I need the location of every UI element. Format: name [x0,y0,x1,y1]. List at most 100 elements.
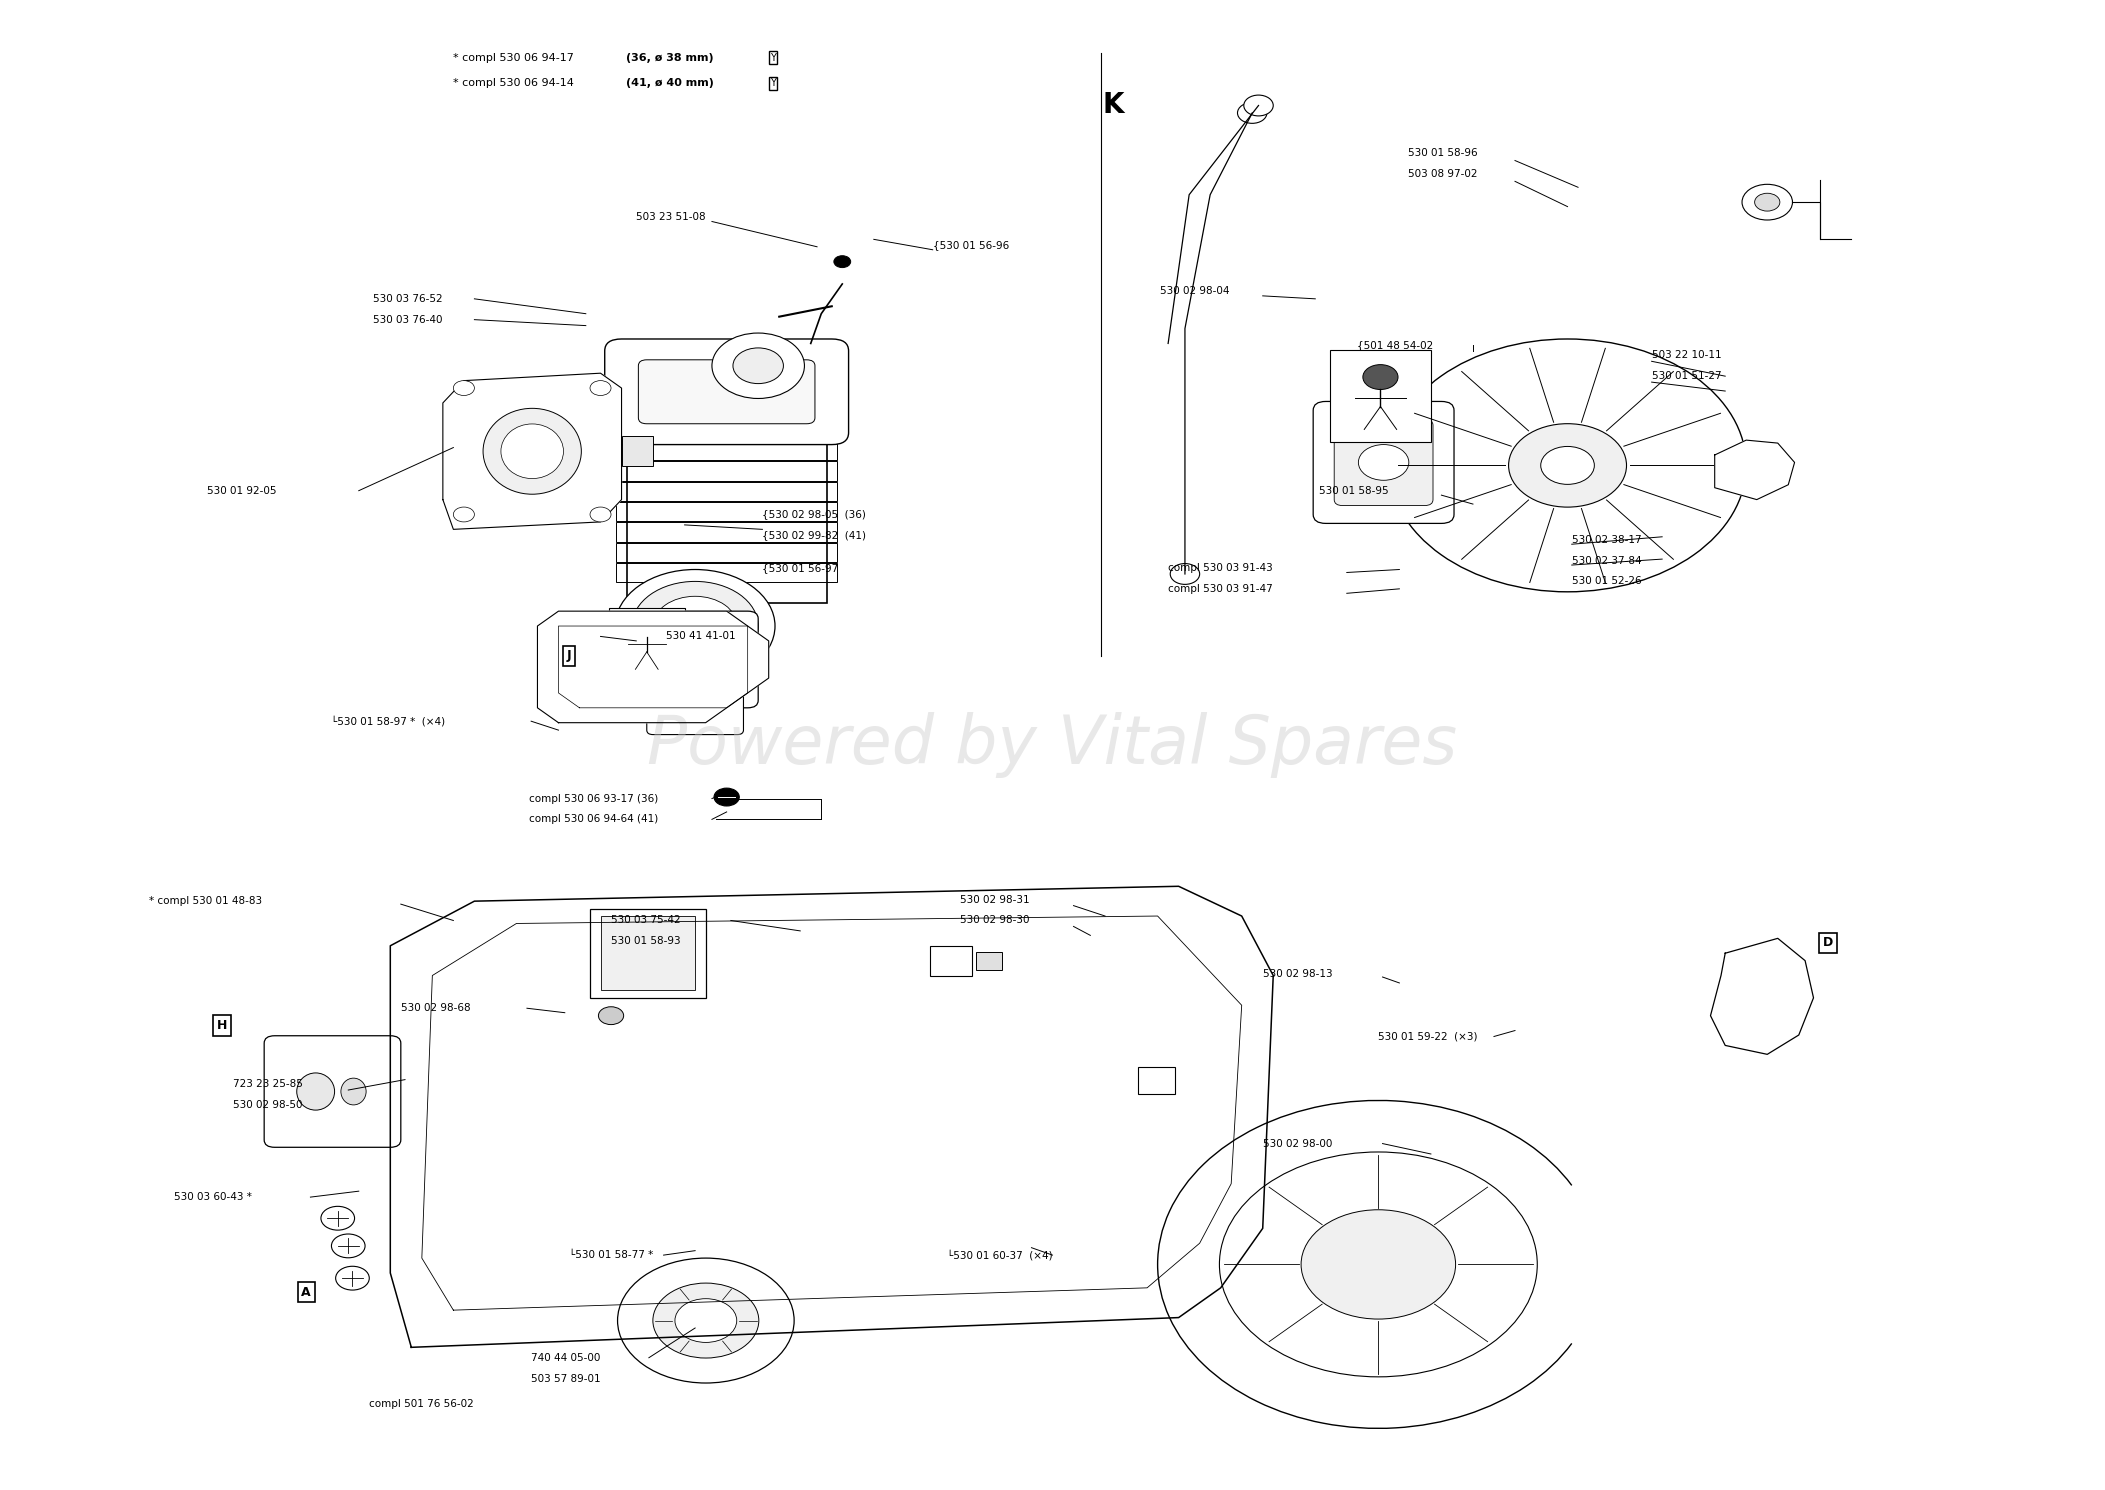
Circle shape [714,788,739,806]
Text: K: K [1103,91,1124,119]
Circle shape [1541,447,1593,484]
Polygon shape [442,372,621,529]
Bar [617,523,838,542]
Bar [977,952,1002,970]
Ellipse shape [341,1079,366,1106]
Bar [621,437,653,466]
Circle shape [335,1266,368,1290]
Bar [1137,1067,1175,1094]
Text: {530 01 56-96: {530 01 56-96 [933,240,1008,250]
Bar [617,502,838,522]
Circle shape [733,347,783,383]
FancyBboxPatch shape [638,359,815,423]
Ellipse shape [482,408,581,495]
Text: compl 530 06 94-64 (41): compl 530 06 94-64 (41) [528,815,659,824]
Bar [930,946,973,976]
FancyBboxPatch shape [604,340,848,444]
Text: 530 02 98-50: 530 02 98-50 [234,1100,303,1110]
Ellipse shape [297,1073,335,1110]
Text: └530 01 60-37  (×4): └530 01 60-37 (×4) [947,1250,1052,1261]
Bar [608,608,684,678]
Circle shape [632,581,758,670]
FancyBboxPatch shape [1314,401,1455,523]
Polygon shape [537,611,768,723]
Circle shape [711,334,804,398]
Text: 503 57 89-01: 503 57 89-01 [530,1374,600,1384]
Text: J: J [566,650,570,662]
Circle shape [1389,340,1747,592]
Text: 530 03 75-42: 530 03 75-42 [610,915,680,925]
Circle shape [1509,423,1627,507]
Text: H: H [217,1019,227,1033]
Circle shape [676,1299,737,1342]
Text: 530 03 76-52: 530 03 76-52 [373,294,444,304]
Text: 530 01 58-93: 530 01 58-93 [610,936,680,946]
Text: D: D [1823,936,1833,949]
Text: (36, ø 38 mm): (36, ø 38 mm) [625,54,714,63]
FancyBboxPatch shape [646,693,743,735]
Text: * compl 530 06 94-17: * compl 530 06 94-17 [453,54,585,63]
Circle shape [653,1283,758,1357]
Circle shape [1170,563,1200,584]
Text: 530 41 41-01: 530 41 41-01 [665,632,735,641]
Text: * compl 530 06 94-14: * compl 530 06 94-14 [453,77,585,88]
Bar [600,916,695,991]
Bar [617,563,838,583]
Text: 530 02 38-17: 530 02 38-17 [1572,535,1642,545]
Circle shape [1244,95,1274,116]
FancyBboxPatch shape [632,611,758,708]
Circle shape [1219,1152,1537,1377]
Text: compl 530 03 91-47: compl 530 03 91-47 [1168,584,1274,595]
Bar [617,420,838,440]
Text: 530 02 98-04: 530 02 98-04 [1160,286,1229,297]
Circle shape [453,507,474,522]
Text: compl 530 06 93-17 (36): compl 530 06 93-17 (36) [528,794,659,803]
Text: 530 01 51-27: 530 01 51-27 [1652,371,1722,381]
Circle shape [589,507,610,522]
Circle shape [617,1258,794,1383]
Text: └530 01 58-97 *  (×4): └530 01 58-97 * (×4) [330,715,446,727]
Circle shape [589,380,610,395]
Text: 530 02 98-31: 530 02 98-31 [960,894,1029,904]
Text: Y: Y [770,77,777,88]
Circle shape [598,1007,623,1025]
Text: 503 23 51-08: 503 23 51-08 [636,212,705,222]
Circle shape [1238,103,1267,124]
Text: └530 01 58-77 *: └530 01 58-77 * [568,1250,653,1261]
Text: 530 01 52-26: 530 01 52-26 [1572,577,1642,587]
Text: A: A [301,1286,312,1298]
Text: Y: Y [770,54,777,63]
Text: compl 530 03 91-43: compl 530 03 91-43 [1168,563,1274,574]
Text: 740 44 05-00: 740 44 05-00 [530,1353,600,1363]
Text: {530 02 99-82  (41): {530 02 99-82 (41) [762,530,867,541]
Text: 530 02 98-00: 530 02 98-00 [1263,1138,1332,1149]
Text: {530 01 56-97: {530 01 56-97 [762,563,838,574]
Text: 530 03 76-40: 530 03 76-40 [373,314,442,325]
Circle shape [634,618,661,638]
Text: {530 02 98-05  (36): {530 02 98-05 (36) [762,510,867,520]
Bar [617,542,838,562]
Circle shape [653,596,737,656]
Bar [617,481,838,501]
Bar [617,441,838,460]
FancyBboxPatch shape [1335,419,1434,505]
Text: 530 01 92-05: 530 01 92-05 [208,486,278,496]
Circle shape [615,569,775,682]
Text: Powered by Vital Spares: Powered by Vital Spares [648,712,1457,778]
Ellipse shape [1735,961,1793,1036]
Bar [627,432,827,602]
Circle shape [330,1234,364,1258]
Text: 530 02 98-30: 530 02 98-30 [960,915,1029,925]
Text: {501 48 54-02: {501 48 54-02 [1358,340,1434,350]
Text: 530 02 98-13: 530 02 98-13 [1263,968,1332,979]
Ellipse shape [501,425,564,478]
Text: 723 23 25-85: 723 23 25-85 [234,1079,303,1089]
Text: 530 01 58-96: 530 01 58-96 [1408,148,1478,158]
Text: 503 08 97-02: 503 08 97-02 [1408,168,1478,179]
Text: compl 501 76 56-02: compl 501 76 56-02 [368,1399,474,1410]
Bar [617,462,838,481]
Circle shape [834,256,850,268]
Circle shape [453,380,474,395]
Text: * compl 530 01 48-83: * compl 530 01 48-83 [149,895,261,906]
FancyBboxPatch shape [263,1036,400,1147]
